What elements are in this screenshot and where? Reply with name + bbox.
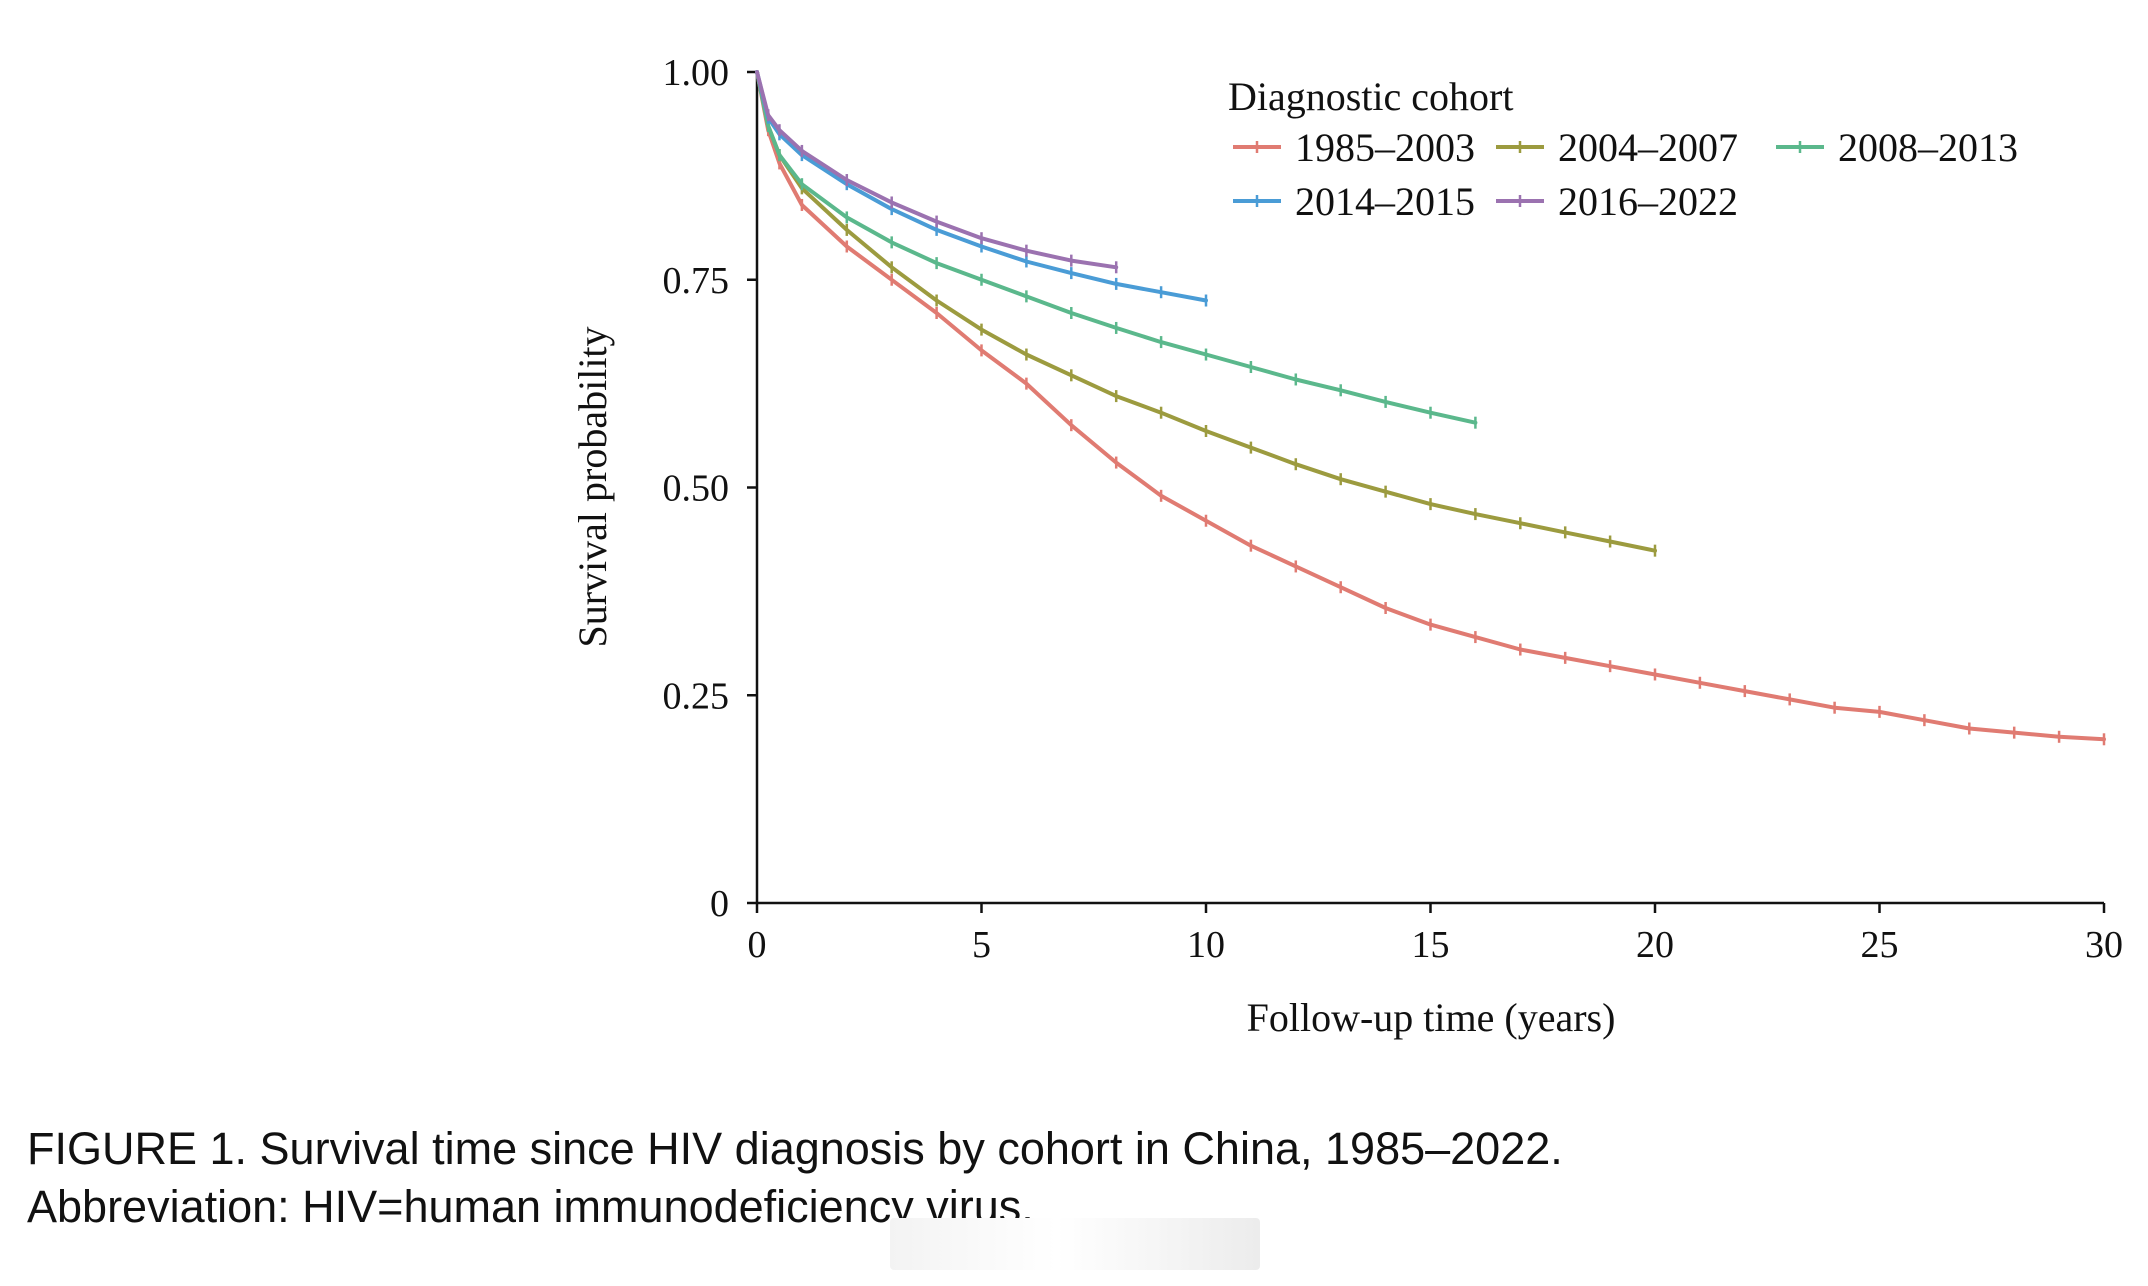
- legend: Diagnostic cohort 1985–2003 2004–2007 2008…: [1228, 74, 2018, 224]
- x-axis-label: Follow-up time (years): [1247, 995, 1616, 1040]
- legend-label-2: 2008–2013: [1838, 125, 2018, 170]
- legend-label-0: 1985–2003: [1295, 125, 1475, 170]
- y-tick-label: 0: [710, 883, 729, 925]
- x-tick-label: 30: [2085, 924, 2123, 966]
- legend-label-1: 2004–2007: [1558, 125, 1738, 170]
- series-line-4: [755, 70, 1119, 270]
- y-tick-label: 1.00: [663, 52, 730, 94]
- y-axis-label: Survival probability: [570, 326, 615, 647]
- legend-title: Diagnostic cohort: [1228, 74, 1514, 119]
- y-tick-label: 0.25: [663, 675, 730, 717]
- x-tick-label: 20: [1636, 924, 1674, 966]
- legend-label-4: 2016–2022: [1558, 179, 1738, 224]
- series-line-3: [755, 70, 1208, 303]
- x-tick-label: 10: [1187, 924, 1225, 966]
- y-tick-label: 0.75: [663, 260, 730, 302]
- legend-items: 1985–2003 2004–2007 2008–2013 2014–2015 2016…: [1233, 125, 2018, 224]
- x-axis-ticks: 0 5 10 15 20 25 30: [748, 903, 2123, 966]
- y-tick-label: 0.50: [663, 468, 730, 510]
- series-lines: [755, 70, 2106, 746]
- x-tick-label: 5: [972, 924, 991, 966]
- legend-label-3: 2014–2015: [1295, 179, 1475, 224]
- x-tick-label: 0: [748, 924, 767, 966]
- y-axis-ticks: 0 0.25 0.50 0.75 1.00: [663, 52, 757, 925]
- series-line-0: [755, 70, 2106, 742]
- caption-title: FIGURE 1. Survival time since HIV diagno…: [27, 1123, 1563, 1174]
- x-tick-label: 15: [1412, 924, 1450, 966]
- caption-abbreviation: Abbreviation: HIV=human immunodeficiency…: [27, 1181, 1034, 1232]
- survival-chart: 0 0.25 0.50 0.75 1.00 0 5 10 15 20 25 30 Follow-up…: [570, 52, 2123, 1040]
- figure-caption: FIGURE 1. Survival time since HIV diagno…: [27, 1120, 1563, 1236]
- watermark-overlay: [890, 1218, 1260, 1270]
- x-tick-label: 25: [1861, 924, 1899, 966]
